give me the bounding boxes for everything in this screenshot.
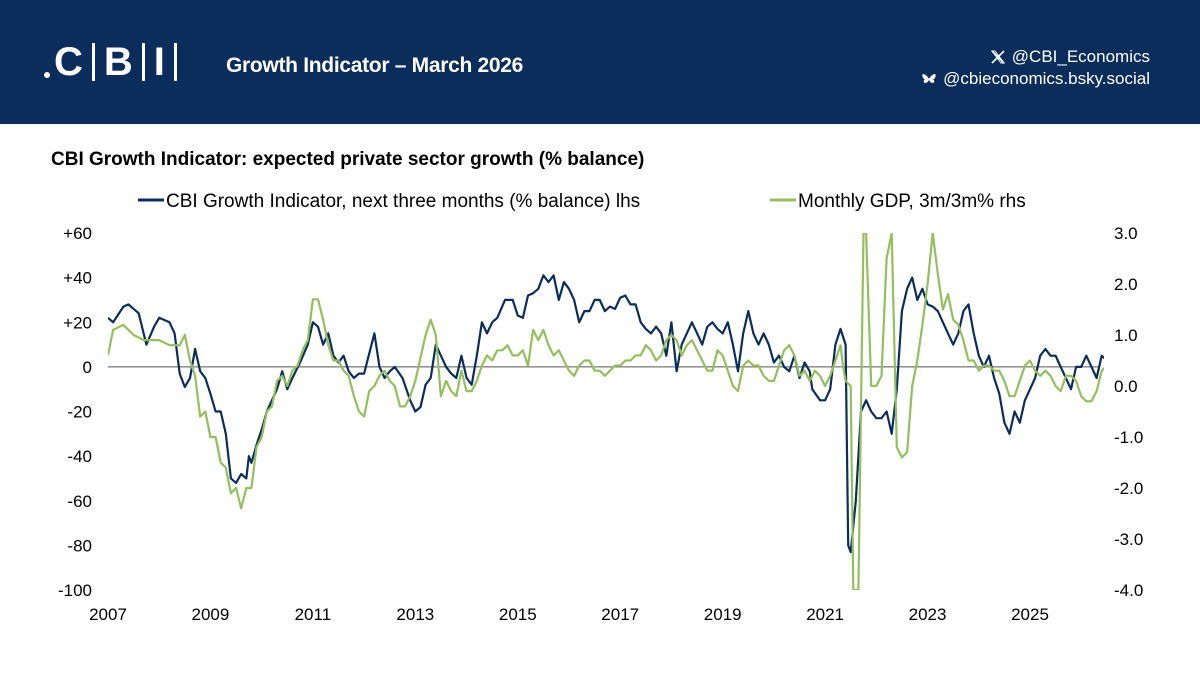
- y-left-tick-label: 0: [83, 358, 92, 377]
- x-tick-label: 2007: [89, 605, 127, 624]
- y-left-tick-label: +40: [63, 269, 92, 288]
- logo-letter-i: I: [153, 39, 165, 84]
- x-tick-label: 2025: [1011, 605, 1049, 624]
- y-right-tick-label: 2.0: [1114, 275, 1138, 294]
- y-right-tick-label: 1.0: [1114, 326, 1138, 345]
- x-tick-label: 2009: [192, 605, 230, 624]
- social-bluesky-handle: @cbieconomics.bsky.social: [943, 69, 1150, 88]
- y-left-tick-label: +20: [63, 313, 92, 332]
- logo-dot: [44, 72, 50, 78]
- y-left-tick-label: -100: [58, 581, 92, 600]
- social-x[interactable]: @CBI_Economics: [921, 46, 1150, 68]
- logo-separator: [91, 43, 95, 81]
- y-left-tick-label: -20: [67, 403, 92, 422]
- social-handles: @CBI_Economics @cbieconomics.bsky.social: [921, 46, 1150, 90]
- x-icon: [990, 50, 1005, 64]
- logo-letter-b: B: [103, 39, 133, 84]
- legend-label: Monthly GDP, 3m/3m% rhs: [798, 191, 1026, 212]
- x-tick-label: 2011: [295, 605, 332, 624]
- bluesky-butterfly-icon: [922, 74, 936, 83]
- y-left-tick-label: -40: [67, 447, 92, 466]
- x-tick-label: 2023: [909, 605, 947, 624]
- x-tick-label: 2019: [704, 605, 742, 624]
- x-tick-label: 2017: [601, 605, 639, 624]
- series-line-monthly-gdp: [108, 233, 1104, 590]
- header-banner: C B I Growth Indicator – March 2026 @CBI…: [0, 0, 1200, 124]
- cbi-logo: C B I: [44, 40, 186, 84]
- report-title: Growth Indicator – March 2026: [226, 54, 524, 77]
- legend-label: CBI Growth Indicator, next three months …: [166, 191, 640, 212]
- logo-separator: [141, 43, 145, 81]
- x-tick-label: 2013: [396, 605, 434, 624]
- x-tick-label: 2021: [806, 605, 844, 624]
- social-x-handle: @CBI_Economics: [1011, 47, 1150, 66]
- x-tick-label: 2015: [499, 605, 537, 624]
- y-right-tick-label: 3.0: [1114, 224, 1138, 243]
- chart-title: CBI Growth Indicator: expected private s…: [51, 149, 645, 170]
- y-left-tick-label: -60: [67, 492, 92, 511]
- logo-separator: [173, 43, 177, 81]
- line-chart: +60 +40 +20 0 -20 -40 -60 -80 -100 3.0 2.0 1.0 0.0 -1…: [58, 191, 1143, 624]
- y-right-tick-label: -2.0: [1114, 479, 1143, 498]
- logo-letter-c: C: [54, 39, 83, 84]
- y-left-tick-label: +60: [63, 224, 92, 243]
- social-bluesky[interactable]: @cbieconomics.bsky.social: [921, 68, 1150, 90]
- y-left-tick-label: -80: [67, 536, 92, 555]
- y-right-tick-label: -1.0: [1114, 428, 1143, 447]
- series-line-cbi-growth-indicator: [108, 274, 1104, 554]
- y-right-tick-label: -4.0: [1114, 581, 1143, 600]
- y-right-tick-label: -3.0: [1114, 530, 1143, 549]
- y-right-tick-label: 0.0: [1114, 377, 1138, 396]
